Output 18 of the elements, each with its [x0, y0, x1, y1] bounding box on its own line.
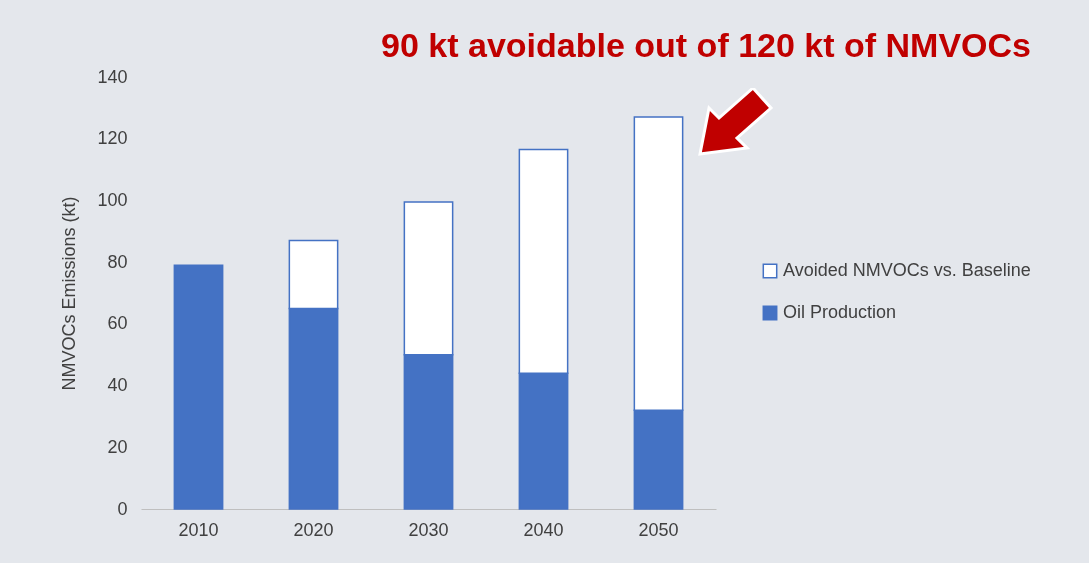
y-tick-label: 20: [107, 436, 128, 457]
chart-title: 90 kt avoidable out of 120 kt of NMVOCs: [381, 26, 1031, 64]
y-tick-label: 0: [117, 498, 128, 519]
x-tick-label: 2030: [408, 519, 449, 540]
x-tick-label: 2010: [178, 519, 219, 540]
bar: [173, 264, 224, 510]
y-tick-label: 60: [107, 313, 128, 334]
legend-label: Oil Production: [783, 302, 897, 322]
x-tick-label: 2040: [523, 519, 564, 540]
y-axis-title: NMVOCs Emissions (kt): [59, 196, 80, 391]
y-tick-label: 120: [97, 128, 128, 149]
x-tick-label: 2020: [293, 519, 334, 540]
y-tick-label: 40: [107, 375, 128, 396]
y-tick-label: 140: [97, 66, 128, 87]
y-tick-label: 100: [97, 189, 128, 210]
legend-label: Avoided NMVOCs vs. Baseline: [783, 260, 1031, 280]
x-tick-label: 2050: [638, 519, 679, 540]
y-tick-label: 80: [107, 251, 128, 272]
